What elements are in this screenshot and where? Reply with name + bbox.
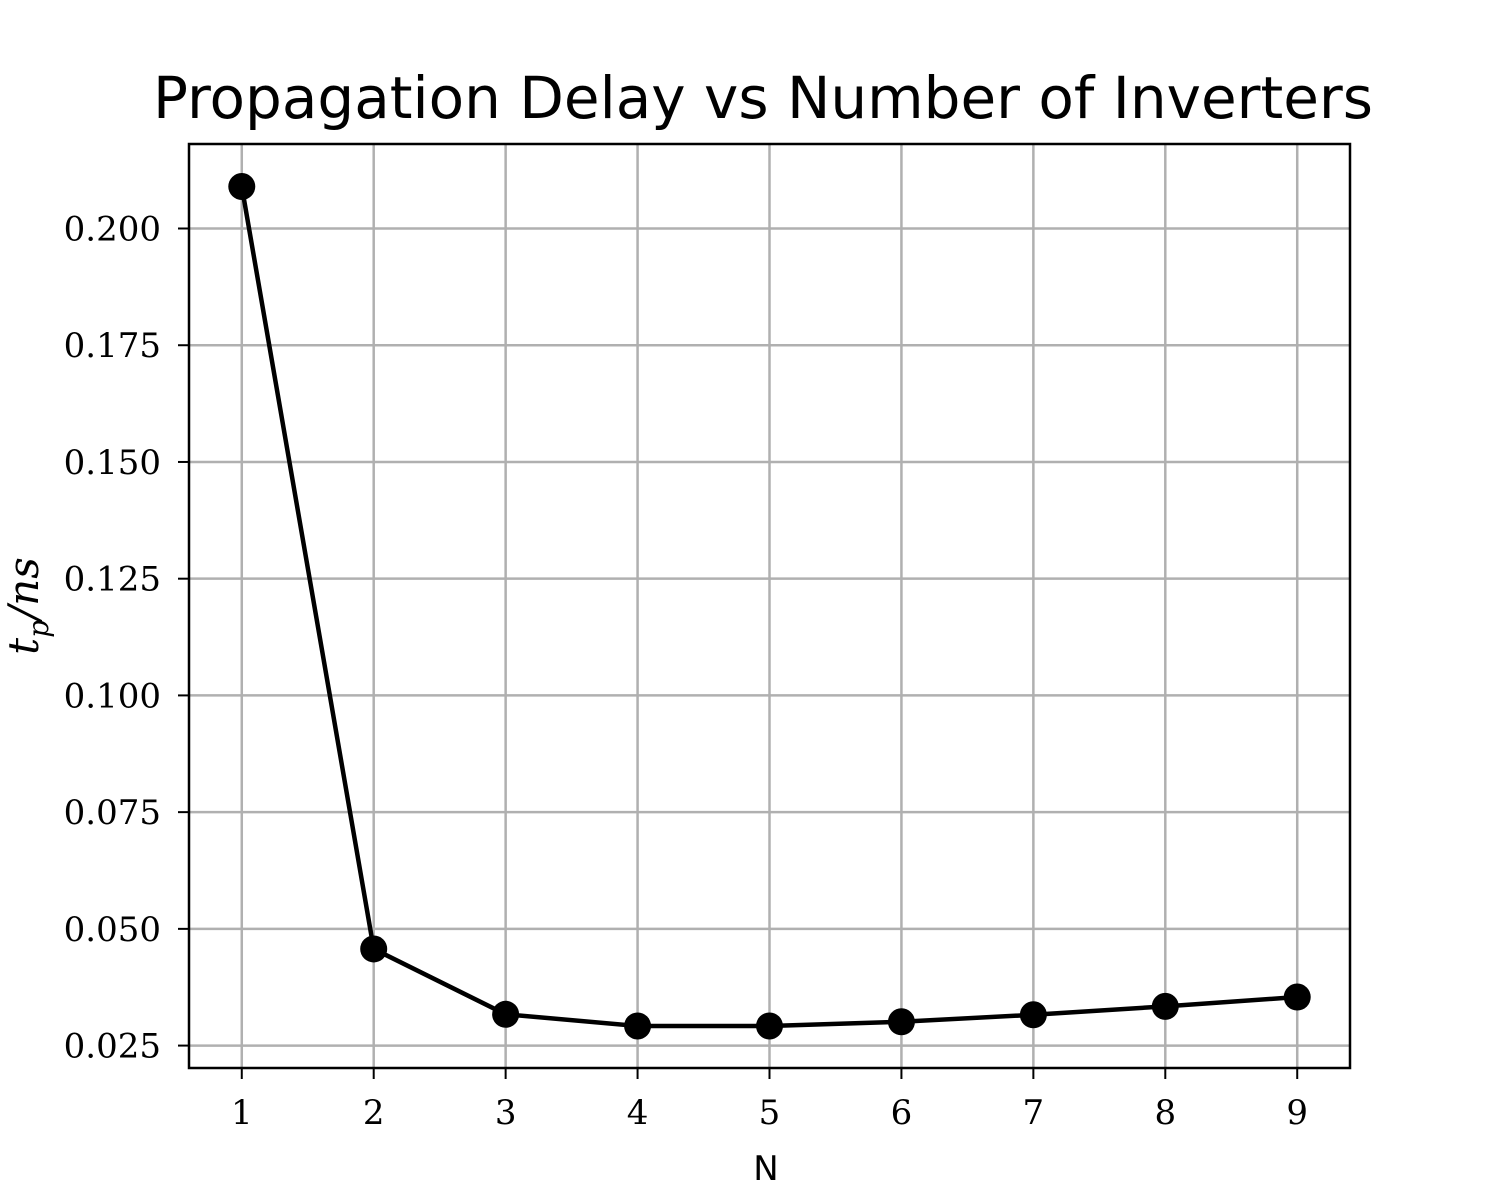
x-tick-label: 9	[1286, 1093, 1308, 1133]
x-tick-label: 4	[627, 1093, 649, 1133]
data-point	[1283, 983, 1311, 1011]
x-tick-label: 2	[363, 1093, 385, 1133]
x-tick-label: 1	[231, 1093, 253, 1133]
y-tick-label: 0.050	[64, 910, 161, 950]
y-tick-label: 0.100	[64, 676, 161, 716]
x-tick-label: 3	[495, 1093, 517, 1133]
y-tick-label: 0.175	[64, 326, 161, 366]
data-point	[1151, 992, 1179, 1020]
y-axis-label: tp/ns	[0, 557, 55, 655]
y-tick-label: 0.150	[64, 443, 161, 483]
y-tick-label: 0.025	[64, 1027, 161, 1067]
data-point	[492, 1000, 520, 1028]
data-point	[1019, 1001, 1047, 1029]
y-axis-label-subscript: p	[22, 620, 55, 638]
series-layer	[228, 172, 1311, 1040]
x-axis-label: N	[753, 1149, 778, 1189]
data-point	[756, 1012, 783, 1040]
chart-title: Propagation Delay vs Number of Inverters	[153, 64, 1373, 132]
y-tick-label: 0.200	[64, 210, 161, 250]
data-point	[624, 1012, 652, 1040]
tick-layer: 1 2 3 4 5 6 7 8 9 0.025 0.050 0.075 0.100 0.125 0.150 0…	[64, 210, 1308, 1133]
x-tick-label: 8	[1154, 1093, 1176, 1133]
data-point	[360, 935, 388, 963]
y-tick-label: 0.125	[64, 560, 161, 600]
x-tick-label: 7	[1023, 1093, 1045, 1133]
data-point	[887, 1008, 915, 1036]
x-tick-label: 6	[891, 1093, 913, 1133]
y-axis-label-base: t	[0, 638, 48, 655]
y-tick-label: 0.075	[64, 793, 161, 833]
y-axis-label-rest: /ns	[0, 557, 48, 624]
data-point	[228, 172, 256, 200]
grid-layer	[189, 144, 1350, 1068]
x-tick-label: 5	[759, 1093, 781, 1133]
